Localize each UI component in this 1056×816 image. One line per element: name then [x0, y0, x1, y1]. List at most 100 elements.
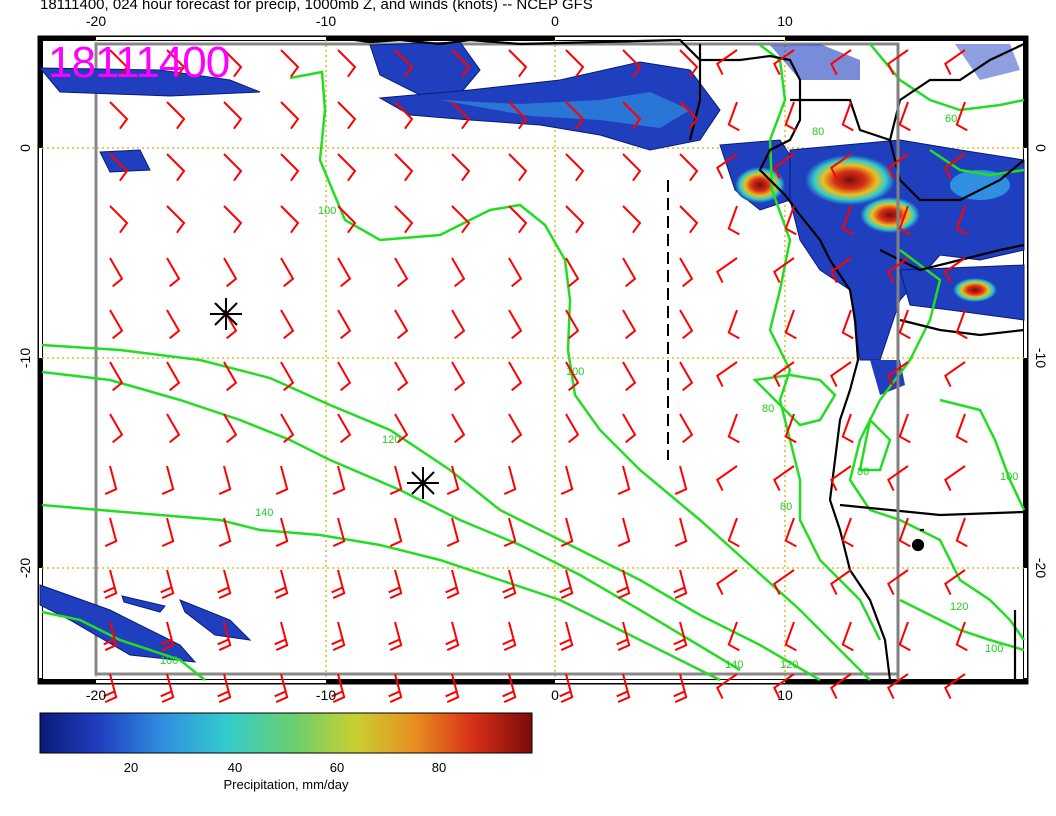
wind-barb	[784, 205, 797, 236]
wind-barb	[389, 465, 403, 496]
chart-title: 18111400, 024 hour forecast for precip, …	[40, 0, 593, 13]
wind-barb	[773, 49, 795, 76]
wind-barb	[166, 153, 186, 182]
contour-label: 60	[945, 113, 957, 125]
wind-barb	[622, 205, 642, 234]
wind-barb	[274, 673, 289, 704]
wind-barb	[830, 569, 852, 596]
frame-checker	[39, 37, 1027, 683]
wind-barb	[560, 465, 574, 496]
wind-barb	[503, 465, 517, 496]
wind-barb	[898, 413, 911, 444]
wind-barb	[784, 621, 797, 652]
wind-barb	[616, 673, 631, 704]
wind-barb	[166, 309, 181, 340]
wind-barb	[389, 517, 403, 548]
contour-label: 80	[857, 466, 869, 478]
wind-barb	[109, 361, 124, 392]
coastline	[339, 36, 1025, 681]
wind-barb	[223, 49, 243, 78]
wind-barb	[565, 49, 585, 78]
wind-barb	[394, 413, 409, 444]
lon-tick-bottom: -10	[316, 687, 336, 703]
wind-barb	[445, 621, 460, 652]
wind-barb	[565, 257, 580, 288]
lon-tick-top: 0	[551, 13, 559, 29]
wind-barb	[160, 621, 175, 652]
wind-barb	[716, 673, 738, 700]
wind-barb	[275, 517, 289, 548]
wind-barb	[103, 621, 118, 652]
wind-barb	[716, 569, 738, 596]
contour-label: 100	[1000, 471, 1018, 483]
wind-barb	[337, 153, 357, 182]
wind-barb	[274, 569, 289, 600]
colorbar-tick: 60	[330, 760, 344, 775]
wind-barb	[727, 101, 740, 132]
contour-label: 80	[780, 501, 792, 513]
wind-barb	[508, 49, 528, 78]
wind-barb	[955, 205, 968, 236]
wind-barb	[388, 569, 403, 600]
wind-barb	[716, 153, 738, 180]
wind-barb	[955, 517, 968, 548]
wind-barb	[830, 361, 852, 388]
lat-tick-left: 0	[17, 144, 33, 152]
contour-label-group: 100 100 120 140 80 80 80 60 80 120 140 1…	[160, 113, 1018, 671]
wind-barb	[673, 621, 688, 652]
wind-barb	[394, 257, 409, 288]
wind-barb	[841, 205, 854, 236]
wind-barb	[109, 413, 124, 444]
wind-barb	[337, 49, 357, 78]
wind-barb	[622, 101, 642, 130]
lon-tick-bottom: 10	[777, 687, 793, 703]
wind-barb	[955, 309, 968, 340]
colorbar-tick: 20	[124, 760, 138, 775]
wind-barb	[223, 101, 243, 130]
wind-barb	[166, 49, 186, 78]
contour-label: 100	[318, 205, 336, 217]
colorbar-ticks: 20 40 60 80	[124, 760, 446, 775]
wind-barb	[830, 153, 852, 180]
wind-barb	[944, 49, 966, 76]
wind-barb	[679, 309, 694, 340]
wind-barb	[679, 101, 699, 130]
wind-barb	[275, 465, 289, 496]
wind-barbs	[103, 49, 968, 704]
wind-barb	[622, 49, 642, 78]
lon-tick-bottom: -20	[86, 687, 106, 703]
wind-barb	[109, 101, 129, 130]
wind-barb	[898, 309, 911, 340]
wind-barb	[451, 205, 471, 234]
wind-barb	[337, 309, 352, 340]
frame-bottom-bar	[38, 679, 1028, 684]
wind-barb	[331, 673, 346, 704]
wind-barb	[394, 205, 414, 234]
wind-barb	[166, 361, 181, 392]
star-marker	[407, 467, 439, 499]
wind-barb	[388, 673, 403, 704]
contour-label: 140	[725, 659, 743, 671]
wind-barb	[784, 309, 797, 340]
wind-barb	[727, 621, 740, 652]
wind-barb	[508, 257, 523, 288]
wind-barb	[508, 153, 528, 182]
wind-barb	[784, 101, 797, 132]
wind-barb	[104, 465, 118, 496]
frame-right-bar	[1023, 36, 1028, 684]
wind-barb	[445, 673, 460, 704]
wind-barb	[332, 517, 346, 548]
wind-barb	[622, 257, 637, 288]
contour-label: 80	[762, 403, 774, 415]
wind-barb	[280, 309, 295, 340]
wind-barb	[617, 517, 631, 548]
wind-barb	[898, 101, 911, 132]
colorbar-label: Precipitation, mm/day	[224, 777, 349, 792]
frame-left-bar	[38, 36, 43, 684]
wind-barb	[394, 153, 414, 182]
date-stamp: 18111400	[48, 38, 230, 87]
wind-barb	[565, 413, 580, 444]
lat-tick-right: -20	[1033, 558, 1049, 578]
wind-barb	[565, 205, 585, 234]
